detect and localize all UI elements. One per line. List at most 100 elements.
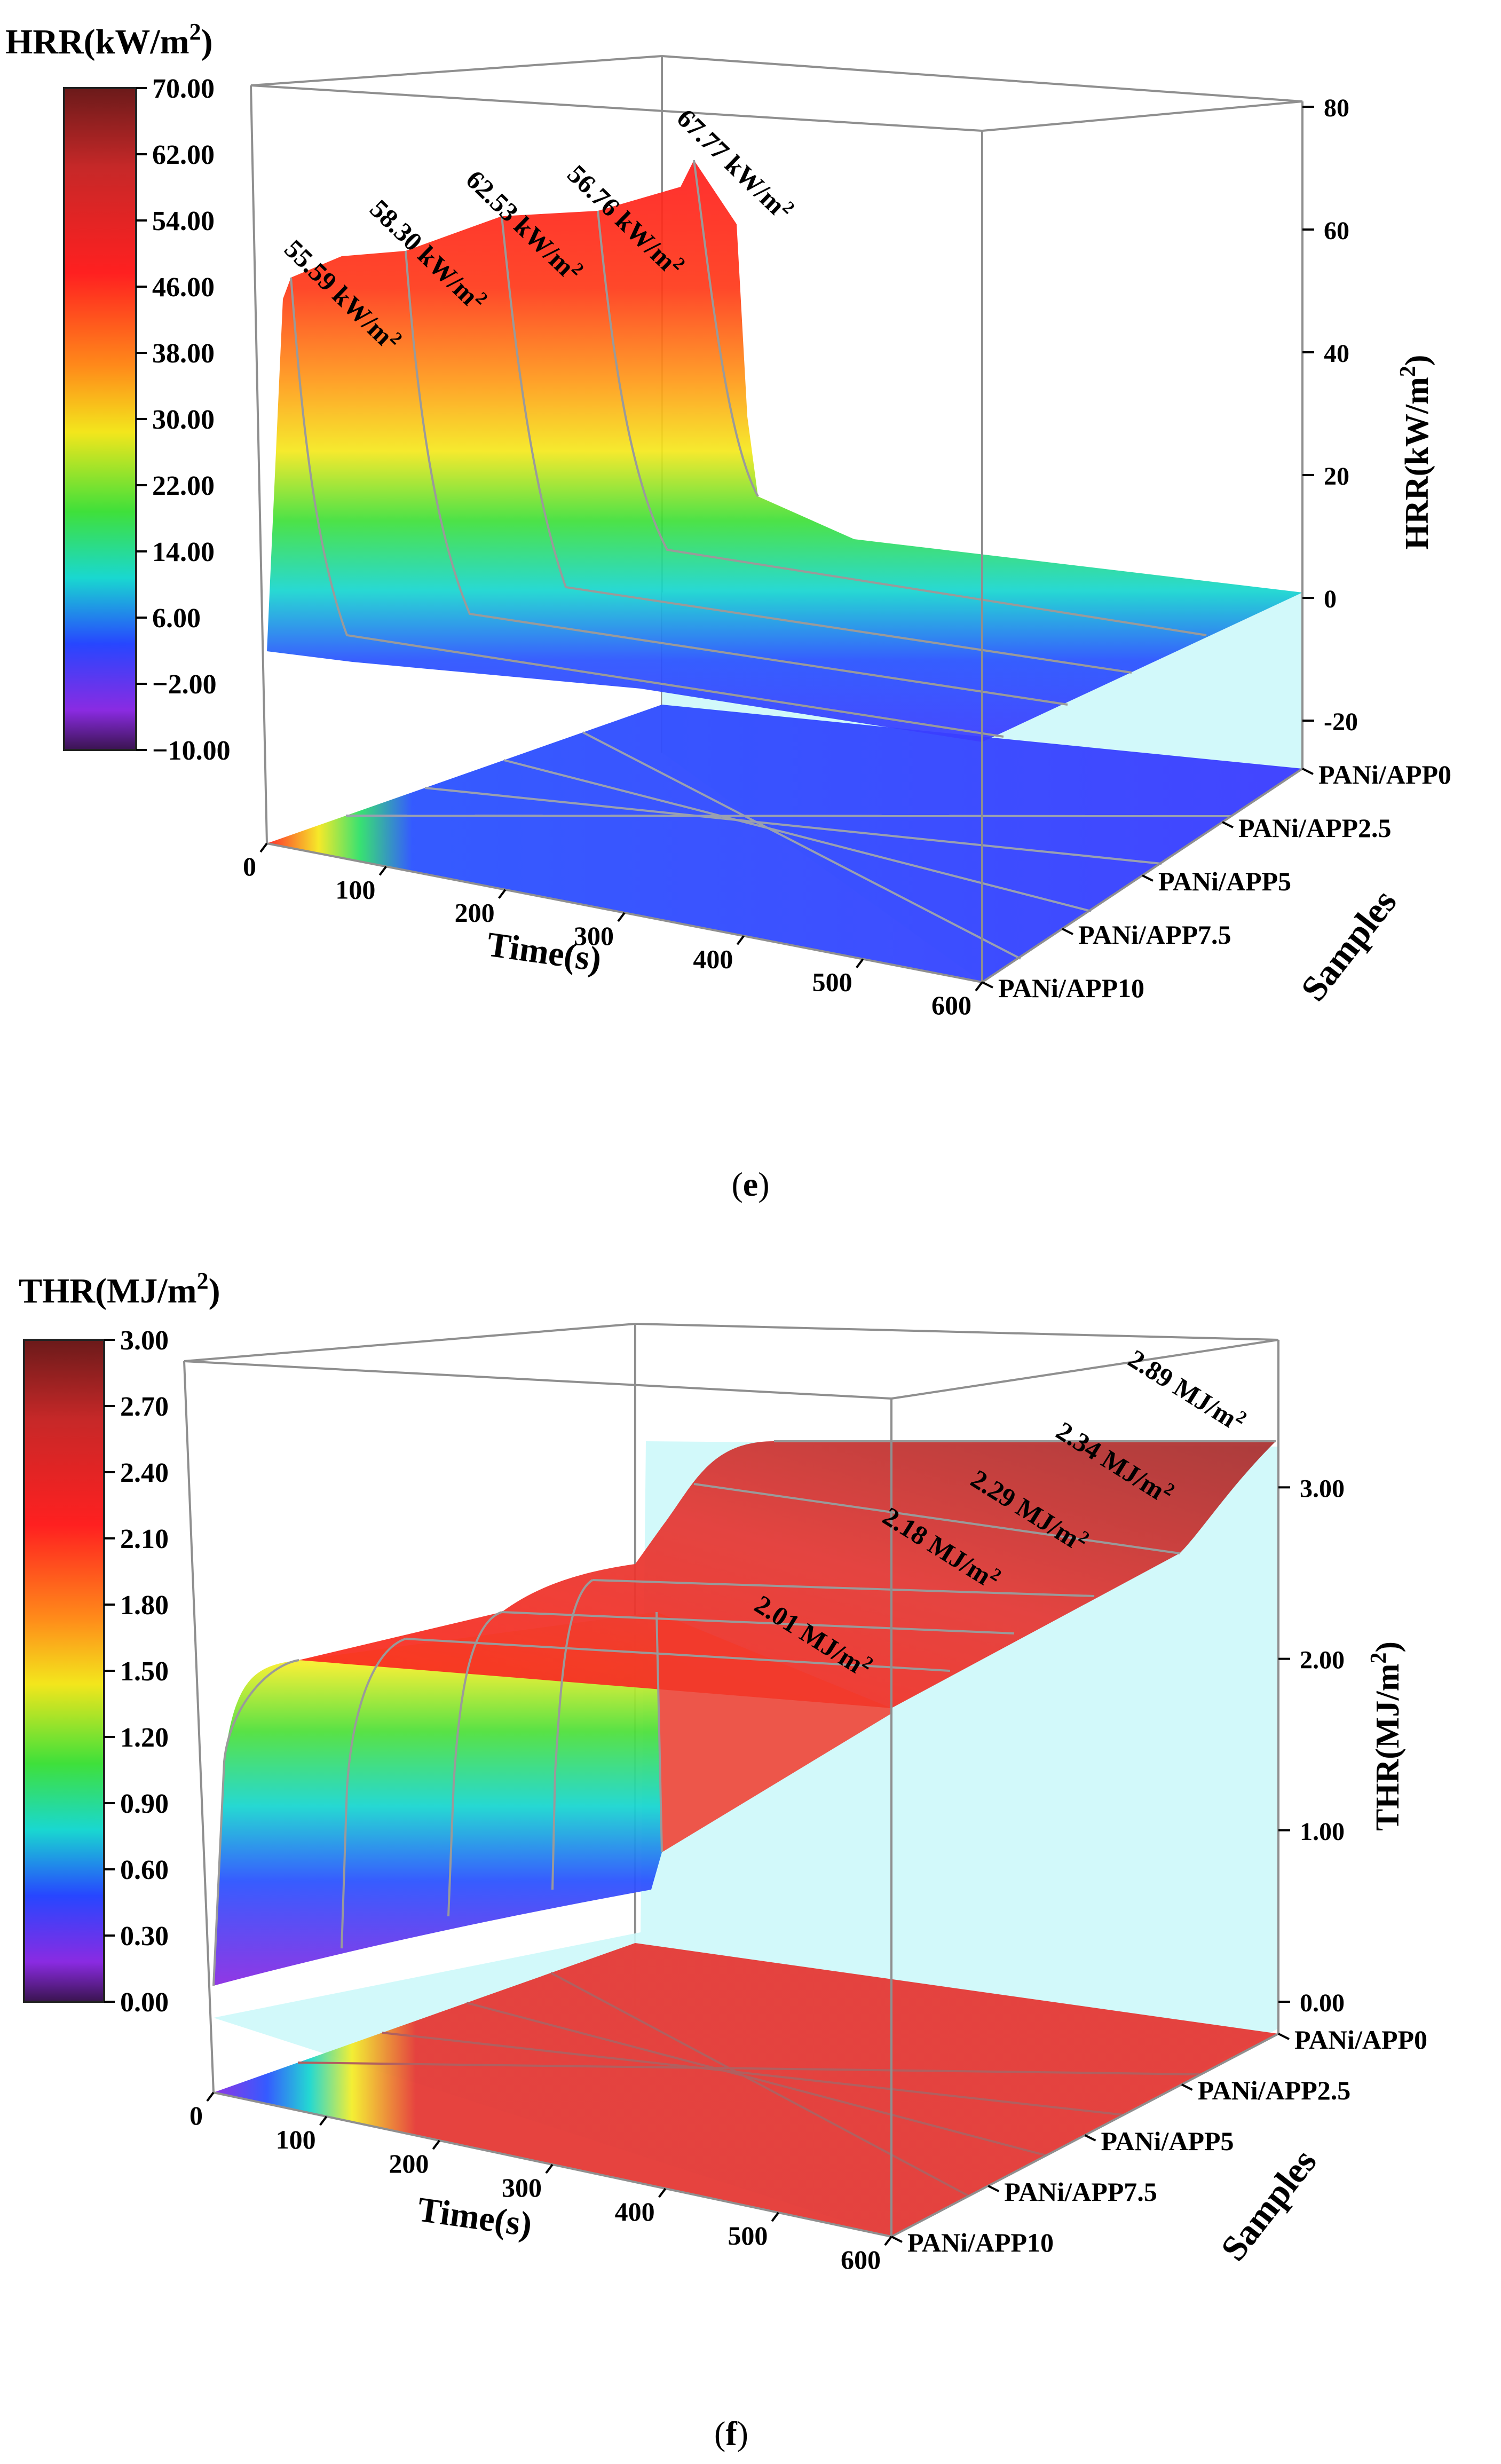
floor-sample-lines [297, 1972, 1202, 2197]
x-tick [545, 2163, 554, 2174]
x-tick-label: 100 [276, 2125, 316, 2154]
colorbar-tick-label: 2.10 [120, 1524, 169, 1554]
x-tick-label: 200 [455, 898, 495, 928]
sample-tick [1181, 2083, 1193, 2091]
colorbar-tick-label: 62.00 [152, 140, 215, 170]
x-tick [319, 2115, 328, 2126]
sample-tick-label: PANi/APP0 [1318, 760, 1451, 789]
surface-sample-lines [290, 160, 1207, 738]
sample-tick [1222, 821, 1234, 828]
thr-top-face [299, 1441, 1276, 1708]
thr-panel: THR(MJ/m2) 3.00 2.70 2.40 2.10 1.80 1.50 1.20 0… [19, 1268, 1427, 2452]
sample-tick-label: PANi/APP5 [1158, 866, 1291, 896]
x-tick-label: 200 [389, 2149, 429, 2178]
colorbar-tick-label: 70.00 [152, 74, 215, 104]
x-tick-label: 100 [335, 874, 375, 904]
colorbar [63, 87, 137, 751]
colorbar-tick-label: 0.30 [120, 1921, 169, 1952]
x-tick-label: 600 [841, 2245, 881, 2275]
sample-tick [1278, 2033, 1290, 2040]
colorbar-title: THR(MJ/m2) [19, 1268, 220, 1310]
z-tick-label: 3.00 [1300, 1474, 1345, 1503]
sample-tick-label: PANi/APP0 [1294, 2025, 1427, 2055]
x-tick [498, 889, 507, 899]
x-tick [259, 842, 268, 853]
colorbar-tick-label: 0.90 [120, 1789, 169, 1819]
z-tick-label: 80 [1324, 94, 1349, 122]
sample-tick [1062, 928, 1073, 935]
z-axis-ticks: 80 60 40 20 0 -20 [1302, 94, 1358, 736]
z-tick-label: 0 [1324, 585, 1337, 613]
colorbar-tick-label: 46.00 [152, 272, 215, 303]
sample-tick [982, 981, 993, 989]
sample-tick [1142, 874, 1154, 882]
sample-tick-label: PANi/APP10 [998, 973, 1144, 1003]
y-axis-label: Samples [1213, 2142, 1324, 2268]
x-tick [617, 912, 626, 922]
x-tick [975, 981, 983, 992]
x-tick [884, 2236, 892, 2246]
x-tick-label: 300 [502, 2173, 542, 2202]
colorbar-tick-label: 1.80 [120, 1590, 169, 1621]
surface-sample-lines [212, 1440, 1276, 1986]
x-tick [378, 866, 387, 876]
x-tick [658, 2187, 667, 2198]
colorbar [23, 1339, 105, 2003]
x-tick [771, 2212, 779, 2222]
colorbar-tick-label: 1.20 [120, 1723, 169, 1753]
x-tick [206, 2091, 215, 2102]
z-tick-label: 20 [1324, 462, 1349, 491]
colorbar-tick-label: 38.00 [152, 338, 215, 369]
colorbar-tick-label: 1.50 [120, 1656, 169, 1687]
floor-sample-lines [345, 731, 1233, 960]
colorbar-tick-label: 30.00 [152, 405, 215, 435]
colorbar-tick-label: 2.40 [120, 1458, 169, 1488]
z-tick-label: 1.00 [1300, 1818, 1345, 1846]
colorbar-tick-label: 14.00 [152, 537, 215, 567]
x-axis-ticks: 0 100 200 300 400 500 600 [189, 2091, 892, 2275]
colorbar-ticks: 70.00 62.00 54.00 46.00 38.00 30.00 22.00 14.00… [136, 74, 231, 766]
sample-tick-label: PANi/APP2.5 [1238, 813, 1392, 843]
z-tick-label: 40 [1324, 339, 1349, 368]
panel-caption: (f) [714, 2414, 748, 2452]
y-axis-label: Samples [1293, 882, 1404, 1008]
sample-tick [1084, 2134, 1096, 2142]
sample-tick [1302, 768, 1314, 775]
sample-tick-label: PANi/APP2.5 [1198, 2075, 1351, 2105]
colorbar-title: HRR(kW/m2) [5, 19, 213, 61]
sample-tick-labels: PANi/APP0 PANi/APP2.5 PANi/APP5 PANi/APP7.5… [891, 2025, 1427, 2257]
colorbar-tick-label: 0.60 [120, 1855, 169, 1885]
x-tick [856, 958, 864, 968]
sample-tick [988, 2185, 1000, 2192]
z-tick-label: 2.00 [1300, 1646, 1345, 1675]
z-axis-label: THR(MJ/m2) [1366, 1641, 1406, 1831]
z-tick-label: 0.00 [1300, 1989, 1345, 2017]
colorbar-tick-label: −2.00 [152, 669, 217, 700]
x-tick [736, 935, 745, 945]
sample-tick-label: PANi/APP7.5 [1004, 2177, 1157, 2207]
x-tick-label: 500 [812, 967, 852, 997]
thr-front-face [214, 1612, 662, 1986]
colorbar-tick-label: 6.00 [152, 603, 201, 634]
colorbar-tick-label: 3.00 [120, 1325, 169, 1356]
x-tick-label: 400 [615, 2197, 655, 2226]
x-tick-label: 300 [574, 921, 614, 951]
floor-contour [214, 1943, 1278, 2237]
x-tick-label: 600 [931, 990, 971, 1020]
colorbar-tick-label: 22.00 [152, 471, 215, 501]
sample-tick [891, 2236, 903, 2243]
sample-tick-label: PANi/APP7.5 [1078, 920, 1231, 950]
colorbar-tick-label: −10.00 [152, 736, 231, 766]
sample-tick-label: PANi/APP5 [1101, 2126, 1234, 2156]
colorbar-tick-label: 0.00 [120, 1987, 169, 2018]
z-tick-label: -20 [1324, 708, 1358, 736]
x-tick-label: 400 [693, 944, 733, 974]
sample-tick-labels: PANi/APP0 PANi/APP2.5 PANi/APP5 PANi/APP7.5… [982, 760, 1451, 1003]
colorbar-tick-label: 54.00 [152, 206, 215, 236]
x-axis-ticks: 0 100 200 300 400 500 600 [243, 842, 983, 1020]
x-tick-label: 0 [243, 851, 256, 881]
z-axis-label: HRR(kW/m2) [1396, 355, 1435, 550]
hrr-surface [267, 160, 1302, 742]
x-tick-label: 500 [728, 2221, 768, 2250]
